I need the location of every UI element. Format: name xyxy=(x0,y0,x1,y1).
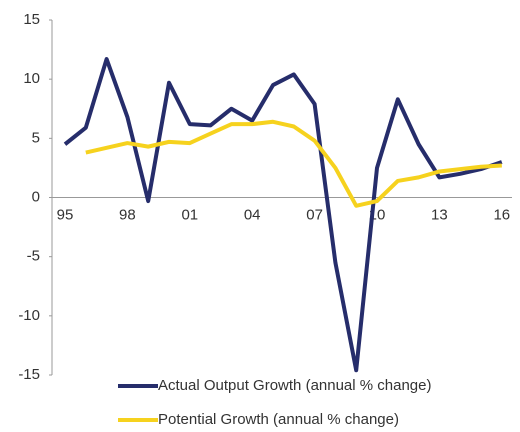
y-tick-label: 15 xyxy=(23,11,40,28)
y-tick-label: 10 xyxy=(23,70,40,87)
y-tick-label: -5 xyxy=(27,248,40,265)
x-tick-label: 98 xyxy=(119,206,136,223)
x-tick-label: 16 xyxy=(493,206,510,223)
y-tick-label: 0 xyxy=(32,188,40,205)
x-tick-label: 95 xyxy=(57,206,74,223)
x-tick-label: 01 xyxy=(181,206,198,223)
y-tick-label: -15 xyxy=(18,366,40,383)
y-tick-label: 5 xyxy=(32,129,40,146)
x-tick-label: 13 xyxy=(431,206,448,223)
x-tick-label: 07 xyxy=(306,206,323,223)
series-line xyxy=(63,57,503,373)
legend-label: Potential Growth (annual % change) xyxy=(158,411,399,428)
legend-label: Actual Output Growth (annual % change) xyxy=(158,377,432,394)
series-line xyxy=(85,119,502,208)
x-tick-label: 04 xyxy=(244,206,261,223)
y-tick-label: -10 xyxy=(18,307,40,324)
